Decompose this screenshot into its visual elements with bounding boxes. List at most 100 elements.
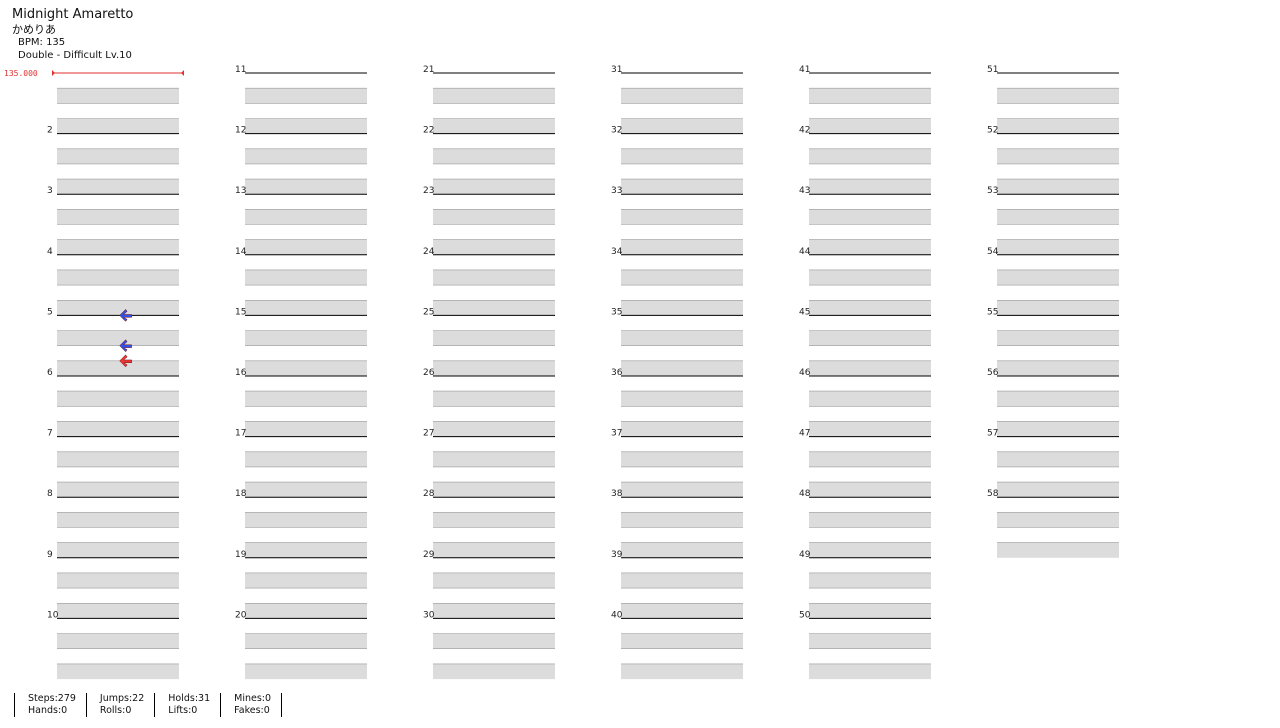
stat-fakes: Fakes:0 bbox=[234, 705, 270, 716]
measure: 36 bbox=[611, 368, 743, 437]
measure: 53 bbox=[987, 186, 1119, 255]
beat-band bbox=[433, 391, 555, 407]
measure: 40 bbox=[611, 610, 743, 680]
stat-lifts: Lifts:0 bbox=[168, 705, 198, 716]
measure: 29 bbox=[423, 550, 555, 619]
beat-band bbox=[245, 179, 367, 195]
measure-number: 26 bbox=[423, 368, 435, 378]
beat-band bbox=[809, 179, 931, 195]
beat-band bbox=[57, 300, 179, 316]
beat-band bbox=[809, 482, 931, 498]
measure-number: 53 bbox=[987, 186, 998, 196]
beat-band bbox=[997, 451, 1119, 467]
beat-band bbox=[245, 148, 367, 164]
beat-band bbox=[809, 148, 931, 164]
song-artist: かめりあ bbox=[12, 23, 56, 36]
measure-number: 7 bbox=[47, 429, 53, 439]
beat-band bbox=[621, 330, 743, 346]
measure-number: 46 bbox=[799, 368, 811, 378]
measure-number: 24 bbox=[423, 247, 435, 257]
beat-band bbox=[621, 118, 743, 134]
beat-band bbox=[621, 209, 743, 225]
measure: 15 bbox=[235, 307, 367, 376]
beat-band bbox=[433, 239, 555, 255]
beat-band bbox=[997, 300, 1119, 316]
beat-band bbox=[433, 300, 555, 316]
measure-number: 51 bbox=[987, 65, 998, 75]
measure-number: 13 bbox=[235, 186, 246, 196]
beat-band bbox=[621, 391, 743, 407]
measure-number: 15 bbox=[235, 307, 246, 317]
beat-band bbox=[809, 391, 931, 407]
stat-rolls: Rolls:0 bbox=[99, 705, 132, 716]
measure: 12 bbox=[235, 126, 367, 195]
beat-band bbox=[433, 663, 555, 680]
measure-number: 31 bbox=[611, 65, 622, 75]
measure-number: 23 bbox=[423, 186, 434, 196]
beat-band bbox=[433, 633, 555, 649]
beat-band bbox=[809, 512, 931, 528]
measure-number: 41 bbox=[799, 65, 810, 75]
beat-band bbox=[997, 239, 1119, 255]
measure: 55 bbox=[987, 307, 1119, 376]
measure: 19 bbox=[235, 550, 367, 619]
difficulty-label: Double - Difficult Lv.10 bbox=[18, 50, 132, 61]
beat-band bbox=[433, 88, 555, 104]
beat-band bbox=[809, 572, 931, 589]
measure: 13 bbox=[235, 186, 367, 255]
beat-band bbox=[245, 360, 367, 376]
measure-number: 42 bbox=[799, 126, 810, 136]
beat-band bbox=[997, 148, 1119, 164]
beat-band bbox=[621, 542, 743, 558]
measure-number: 25 bbox=[423, 307, 434, 317]
beat-band bbox=[433, 148, 555, 164]
measure: 8 bbox=[47, 489, 179, 558]
measure-number: 5 bbox=[47, 307, 53, 317]
measure-number: 12 bbox=[235, 126, 246, 136]
bpm-start-icon bbox=[52, 70, 55, 76]
beat-band bbox=[245, 482, 367, 498]
beat-band bbox=[621, 88, 743, 104]
measure-number: 56 bbox=[987, 368, 999, 378]
beat-band bbox=[809, 269, 931, 286]
measure-number: 33 bbox=[611, 186, 622, 196]
measure: 44 bbox=[799, 247, 931, 316]
measure-number: 10 bbox=[47, 610, 59, 620]
beat-band bbox=[57, 330, 179, 346]
beat-band bbox=[57, 421, 179, 437]
measure: 18 bbox=[235, 489, 367, 558]
beat-band bbox=[621, 148, 743, 164]
measure-number: 36 bbox=[611, 368, 623, 378]
beat-band bbox=[433, 179, 555, 195]
beat-band bbox=[433, 360, 555, 376]
beat-band bbox=[997, 512, 1119, 528]
beat-band bbox=[621, 451, 743, 467]
beat-band bbox=[621, 633, 743, 649]
beat-band bbox=[621, 269, 743, 286]
measure: 22 bbox=[423, 126, 555, 195]
bpm-label: BPM: 135 bbox=[18, 37, 66, 48]
beat-band bbox=[997, 360, 1119, 376]
stats-jumps-rolls: Jumps:22 Rolls:0 bbox=[85, 693, 154, 717]
beat-band bbox=[997, 88, 1119, 104]
beat-band bbox=[57, 633, 179, 649]
measure: 24 bbox=[423, 247, 555, 316]
measure: 11 bbox=[235, 65, 367, 134]
beat-band bbox=[245, 421, 367, 437]
beat-band bbox=[997, 542, 1119, 558]
beat-band bbox=[433, 421, 555, 437]
measure: 7 bbox=[47, 429, 179, 498]
measure: 27 bbox=[423, 429, 555, 498]
beat-band bbox=[433, 269, 555, 286]
measure: 16 bbox=[235, 368, 367, 437]
beat-band bbox=[809, 603, 931, 619]
beat-band bbox=[245, 300, 367, 316]
stat-steps: Steps:279 bbox=[28, 693, 76, 704]
stat-mines: Mines:0 bbox=[234, 693, 272, 704]
beat-band bbox=[433, 603, 555, 619]
measure-number: 19 bbox=[235, 550, 247, 560]
measure-number: 30 bbox=[423, 610, 435, 620]
beat-band bbox=[809, 330, 931, 346]
beat-band bbox=[433, 209, 555, 225]
measure-number: 32 bbox=[611, 126, 622, 136]
